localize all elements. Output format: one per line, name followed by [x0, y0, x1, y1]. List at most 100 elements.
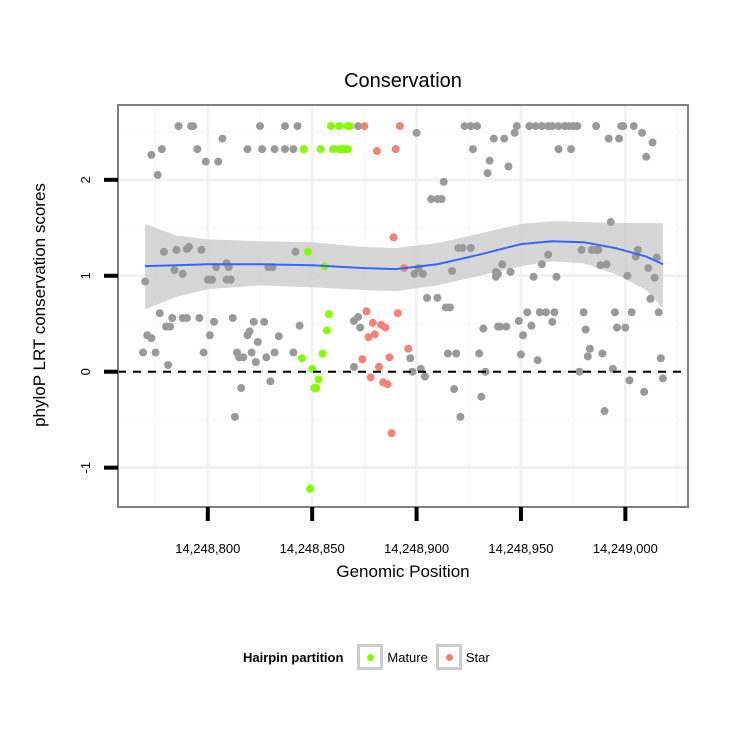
point-other	[147, 150, 156, 159]
point-other	[592, 122, 601, 131]
point-star	[395, 122, 404, 131]
point-other	[427, 195, 436, 204]
legend-key-mature	[357, 644, 384, 670]
point-other	[243, 145, 252, 154]
point-other	[504, 162, 513, 171]
point-other	[178, 269, 187, 278]
plot-border	[117, 104, 689, 508]
point-star	[360, 122, 369, 131]
point-other	[500, 134, 509, 143]
point-other	[166, 322, 175, 331]
point-other	[498, 260, 507, 269]
point-other	[195, 313, 204, 322]
point-other	[644, 264, 653, 273]
point-mature	[335, 122, 344, 131]
point-other	[151, 348, 160, 357]
point-star	[387, 429, 396, 438]
point-other	[249, 317, 258, 326]
x-tick-label: 14,248,800	[175, 541, 240, 556]
legend-key-star	[435, 644, 462, 670]
point-mature	[312, 384, 321, 393]
point-other	[281, 122, 290, 131]
point-star	[404, 344, 413, 353]
point-other	[494, 269, 502, 278]
point-other	[514, 316, 523, 325]
point-star	[389, 233, 398, 242]
point-other	[548, 122, 557, 131]
point-other	[291, 247, 300, 256]
point-other	[656, 354, 665, 363]
point-other	[412, 128, 421, 137]
point-other	[354, 313, 363, 322]
x-tick-label: 14,248,950	[488, 541, 553, 556]
point-other	[164, 361, 173, 370]
point-star	[362, 307, 371, 316]
legend-label-mature: Mature	[387, 649, 428, 665]
chart-title: Conservation	[344, 70, 462, 92]
point-mature	[345, 122, 354, 131]
point-other	[239, 353, 248, 362]
point-other	[581, 325, 590, 334]
point-other	[201, 157, 210, 166]
point-star	[383, 380, 392, 389]
point-other	[633, 245, 642, 254]
point-other	[537, 260, 546, 269]
plot-panel	[118, 105, 688, 507]
point-other	[423, 293, 432, 302]
point-other	[356, 323, 365, 332]
point-other	[456, 412, 465, 421]
point-mature	[316, 145, 325, 154]
point-star	[391, 145, 400, 154]
point-other	[418, 269, 427, 278]
point-mature	[326, 122, 335, 131]
point-other	[638, 128, 647, 137]
point-other	[289, 348, 298, 357]
point-other	[510, 128, 519, 137]
point-other	[577, 245, 586, 254]
point-other	[552, 272, 561, 281]
point-other	[485, 156, 494, 165]
point-other	[579, 308, 588, 317]
point-other	[610, 308, 619, 317]
y-tick-label: -1	[78, 462, 93, 474]
point-other	[141, 277, 150, 286]
point-other	[182, 313, 191, 322]
point-other	[289, 145, 298, 154]
point-other	[483, 169, 492, 178]
point-other	[567, 145, 576, 154]
point-mature	[314, 375, 323, 384]
point-other	[475, 349, 484, 358]
point-star	[372, 147, 381, 156]
point-star	[364, 333, 373, 342]
point-other	[523, 308, 532, 317]
smooth-line	[145, 240, 664, 271]
point-mature	[318, 349, 327, 358]
point-other	[170, 266, 179, 275]
point-other	[443, 349, 452, 358]
point-other	[554, 122, 563, 131]
point-other	[184, 242, 193, 251]
point-other	[460, 122, 469, 131]
point-other	[270, 348, 279, 357]
point-other	[489, 134, 498, 143]
point-other	[529, 272, 538, 281]
point-other	[266, 377, 275, 386]
point-mature	[304, 247, 312, 256]
point-other	[537, 122, 546, 131]
point-mature	[299, 145, 308, 154]
y-tick-label: 0	[78, 368, 93, 375]
point-star	[374, 362, 383, 371]
point-other	[619, 122, 628, 131]
point-other	[583, 352, 592, 361]
point-other	[260, 317, 269, 326]
point-other	[439, 177, 448, 186]
point-other	[600, 407, 609, 416]
point-other	[230, 412, 239, 421]
point-other	[147, 334, 156, 343]
point-other	[193, 145, 202, 154]
point-other	[502, 322, 511, 331]
point-other	[473, 122, 482, 131]
point-other	[214, 157, 223, 166]
point-other	[573, 122, 582, 131]
point-other	[174, 122, 183, 131]
